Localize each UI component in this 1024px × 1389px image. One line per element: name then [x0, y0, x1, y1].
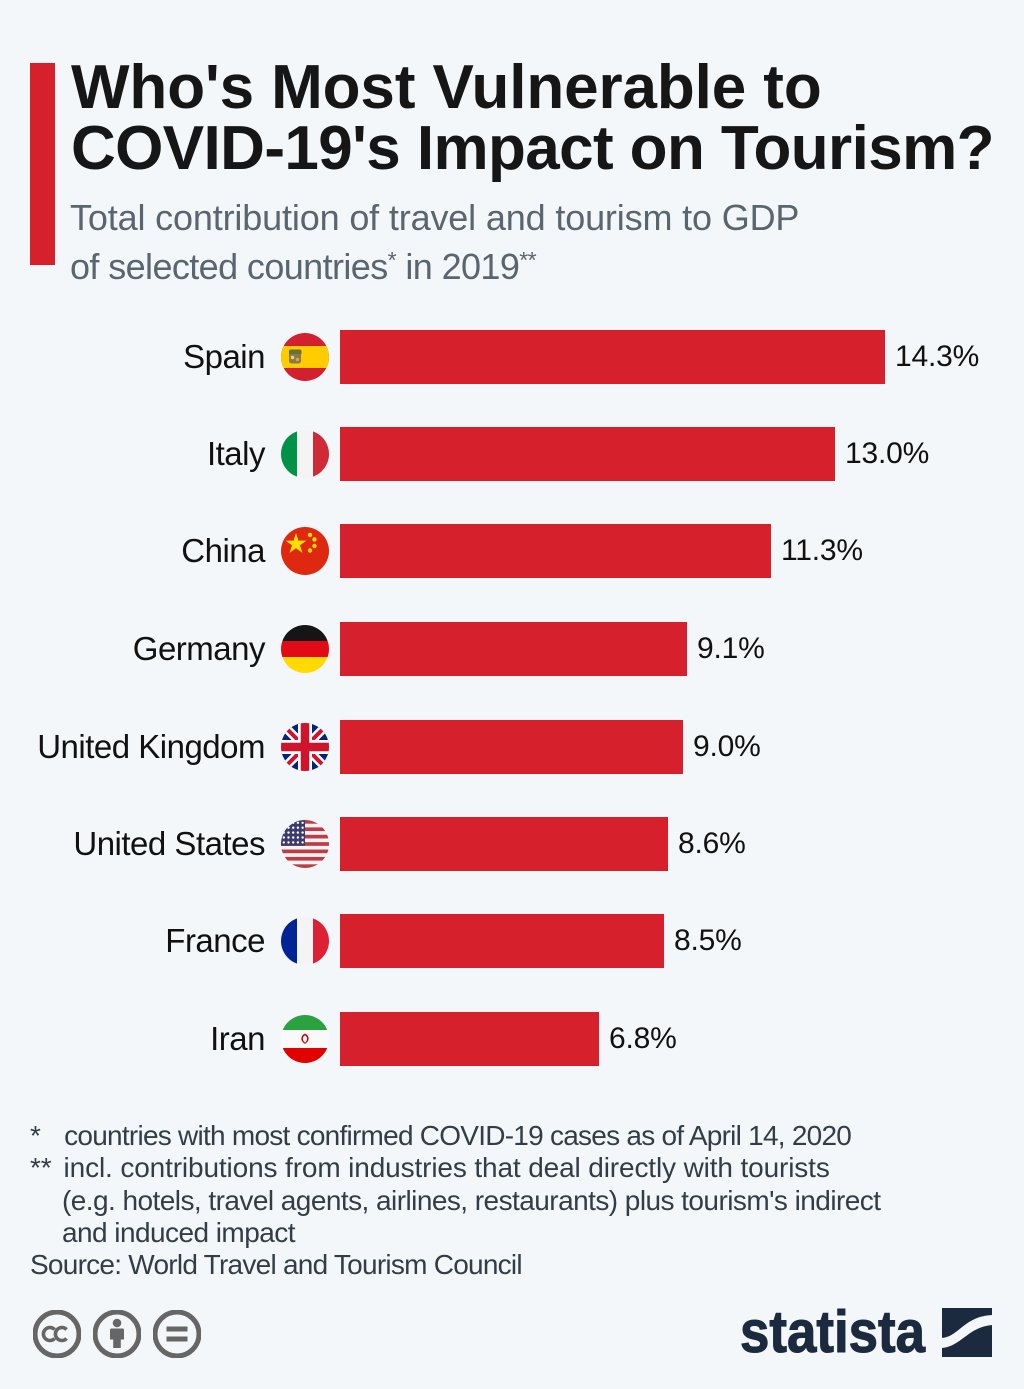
- svg-text:statista: statista: [740, 1299, 926, 1365]
